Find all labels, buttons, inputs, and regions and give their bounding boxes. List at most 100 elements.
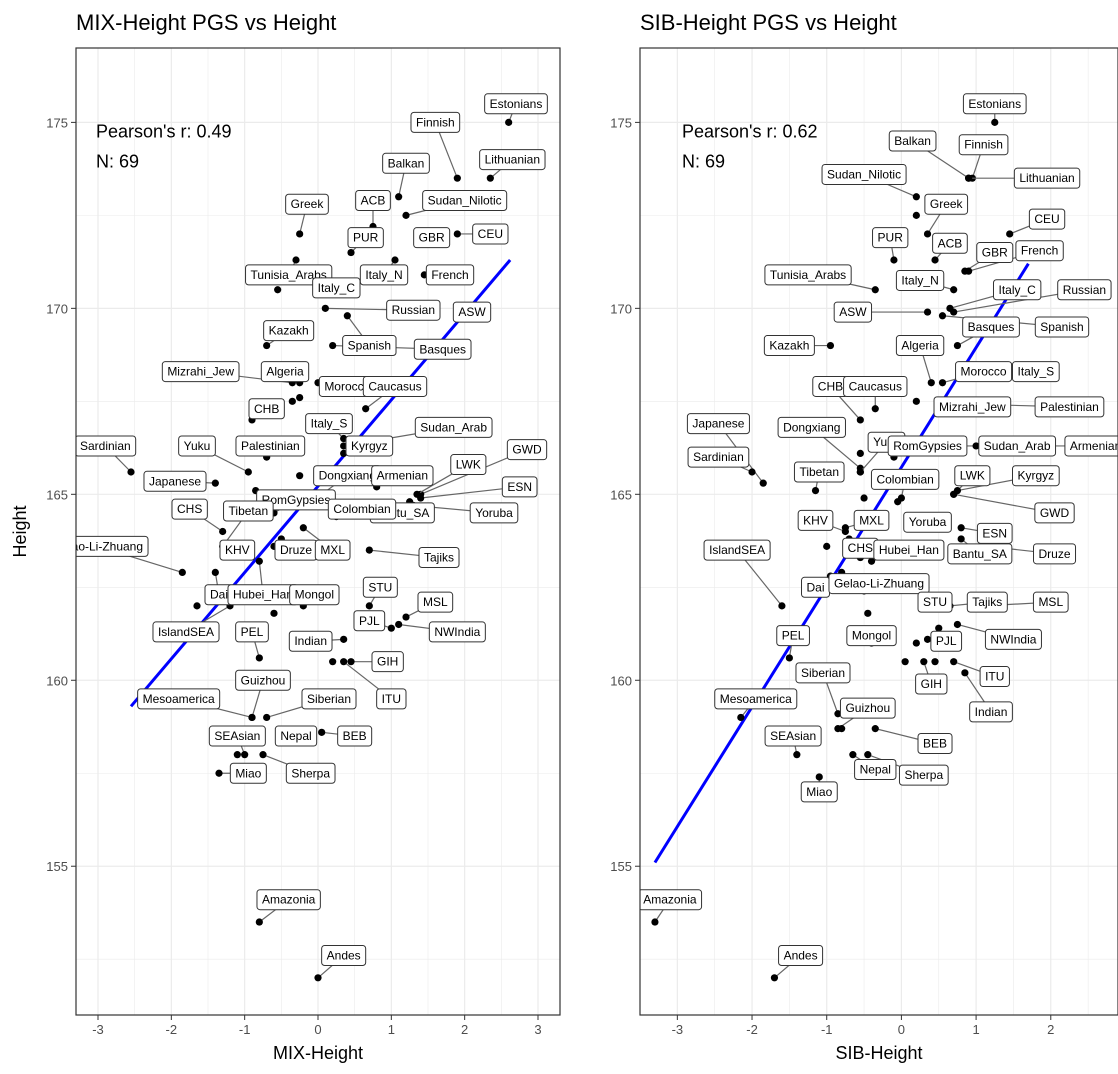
x-tick-label: -2	[166, 1022, 178, 1037]
point-label-text: ITU	[382, 692, 401, 706]
point-label-text: Italy_N	[365, 268, 402, 282]
y-tick-label: 170	[610, 301, 632, 316]
point-label-box	[976, 242, 1014, 264]
data-point	[417, 494, 425, 502]
point-label: PUR	[347, 227, 384, 249]
point-label: PEL	[235, 621, 269, 643]
point-label: CEU	[472, 223, 509, 245]
point-label-box	[413, 338, 472, 360]
x-tick-label: -3	[92, 1022, 104, 1037]
point-label-box	[930, 630, 963, 652]
point-label-box	[686, 413, 750, 435]
point-label-box	[958, 134, 1009, 156]
data-point	[387, 624, 395, 632]
data-point	[233, 751, 241, 759]
point-label-text: LWK	[960, 469, 985, 483]
point-label: Basques	[413, 338, 472, 360]
point-label-box	[152, 621, 220, 643]
data-point	[395, 620, 403, 629]
point-label-box	[506, 439, 548, 461]
point-label: French	[1015, 240, 1064, 262]
point-label-box	[355, 189, 391, 211]
data-point	[867, 557, 876, 565]
point-label: Yoruba	[469, 502, 519, 524]
point-label-text: Sudan_Nilotic	[428, 193, 502, 207]
point-label-box	[947, 543, 1013, 565]
point-label: Tibetan	[223, 500, 274, 522]
point-label-text: Andes	[327, 948, 361, 962]
point-label-box	[903, 511, 952, 533]
point-label-text: Balkan	[388, 156, 425, 170]
data-point	[263, 713, 271, 722]
point-label-text: STU	[368, 580, 392, 594]
point-label-box	[764, 725, 822, 747]
data-point	[923, 308, 932, 316]
point-label-text: Morocco	[324, 379, 370, 393]
point-label-text: Russian	[392, 303, 435, 317]
point-label: STU	[917, 591, 953, 613]
point-label-text: CHS	[177, 502, 202, 516]
point-label-text: Finnish	[964, 138, 1003, 152]
point-label-text: Palestinian	[241, 439, 300, 453]
point-label-box	[962, 93, 1027, 115]
point-label-text: CHS	[848, 541, 873, 555]
point-label: BEB	[917, 732, 953, 754]
point-label-text: Algeria	[901, 339, 939, 353]
point-label-text: Siberian	[307, 692, 351, 706]
point-label: ASW	[833, 301, 873, 323]
point-label: NWIndia	[984, 628, 1042, 650]
point-label: Greek	[285, 193, 329, 215]
point-label: Hubei_Han	[873, 539, 945, 561]
point-label-text: Italy_N	[901, 273, 938, 287]
point-label-text: Miao	[806, 785, 832, 799]
point-label-box	[1012, 361, 1060, 383]
point-label-text: CEU	[1034, 212, 1059, 226]
point-label-box	[342, 335, 397, 357]
point-label-box	[932, 232, 968, 254]
panel-border	[639, 47, 1118, 1016]
point-label-text: Italy_S	[311, 417, 348, 431]
point-label-box	[984, 628, 1042, 650]
point-label-box	[777, 416, 846, 438]
point-label-text: ASW	[839, 305, 867, 319]
data-point	[296, 472, 304, 480]
point-label-text: GIH	[921, 677, 942, 691]
point-label-text: Armenian	[377, 469, 428, 483]
data-point	[391, 256, 399, 264]
point-label-text: Mesoamerica	[143, 692, 215, 706]
point-label-box	[137, 688, 221, 710]
point-label-box	[1034, 396, 1105, 418]
data-point	[486, 174, 494, 182]
point-label: Lithuanian	[479, 149, 546, 171]
point-label-box	[414, 416, 493, 438]
chart-panel-2: SIB-Height PGS vs Height Estonians Balkan F…	[610, 10, 1118, 1063]
point-label: Italy_S	[305, 413, 353, 435]
point-label: Algeria	[260, 361, 310, 383]
point-label: GWD	[506, 439, 548, 461]
point-label-text: Gelao-Li-Zhuang	[53, 539, 143, 553]
point-label-box	[1034, 502, 1075, 524]
point-label-text: ASW	[458, 305, 486, 319]
point-label: Kyrgyz	[1012, 465, 1060, 487]
point-label: Sherpa	[898, 764, 949, 786]
data-point	[920, 658, 928, 666]
point-label-text: Italy_S	[1018, 365, 1055, 379]
data-point	[931, 256, 939, 264]
data-point	[860, 494, 868, 502]
data-point	[453, 174, 461, 182]
data-point	[248, 713, 256, 722]
point-label: Finnish	[410, 111, 461, 133]
point-label-text: Yoruba	[909, 515, 947, 529]
point-label-box	[1012, 465, 1060, 487]
point-label-text: Guizhou	[241, 673, 286, 687]
point-label-box	[410, 111, 461, 133]
point-label-text: Indian	[975, 705, 1008, 719]
x-tick-label: 2	[1047, 1022, 1054, 1037]
point-label-box	[833, 301, 873, 323]
point-label: Indian	[288, 630, 333, 652]
point-label: ESN	[501, 476, 538, 498]
data-point	[365, 602, 373, 610]
data-point	[263, 341, 271, 350]
data-point	[856, 449, 864, 457]
